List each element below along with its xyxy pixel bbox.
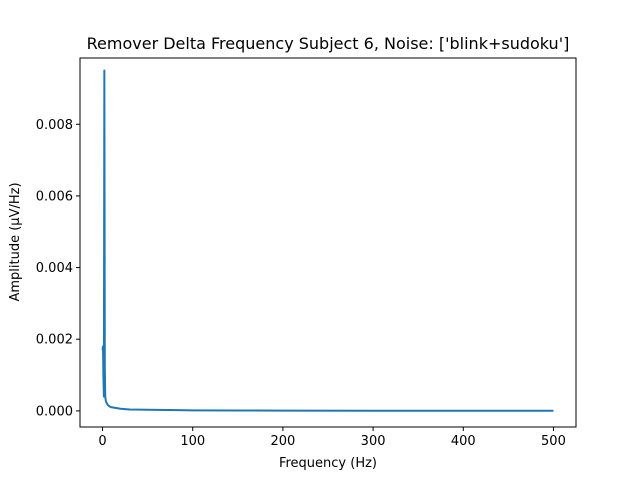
x-tick-label: 400 — [451, 434, 476, 449]
x-axis-label: Frequency (Hz) — [279, 456, 377, 471]
y-axis-label: Amplitude (µV/Hz) — [8, 182, 23, 301]
x-tick-label: 100 — [180, 434, 205, 449]
axes-frame — [79, 57, 577, 428]
x-axis-ticks: 0 100 200 300 400 500 — [98, 427, 566, 449]
y-tick-label: 0.004 — [36, 261, 73, 276]
series-line — [101, 69, 554, 412]
x-tick-label: 200 — [270, 434, 295, 449]
y-axis-ticks: 0.000 0.002 0.004 0.006 0.008 — [36, 118, 80, 419]
chart-title: Remover Delta Frequency Subject 6, Noise… — [87, 34, 570, 53]
y-tick-label: 0.002 — [36, 333, 73, 348]
x-tick-label: 0 — [98, 434, 106, 449]
y-tick-label: 0.000 — [36, 404, 73, 419]
y-tick-label: 0.006 — [36, 189, 73, 204]
x-tick-label: 500 — [541, 434, 566, 449]
x-tick-label: 300 — [361, 434, 386, 449]
y-tick-label: 0.008 — [36, 118, 73, 133]
plot-area — [101, 69, 554, 412]
